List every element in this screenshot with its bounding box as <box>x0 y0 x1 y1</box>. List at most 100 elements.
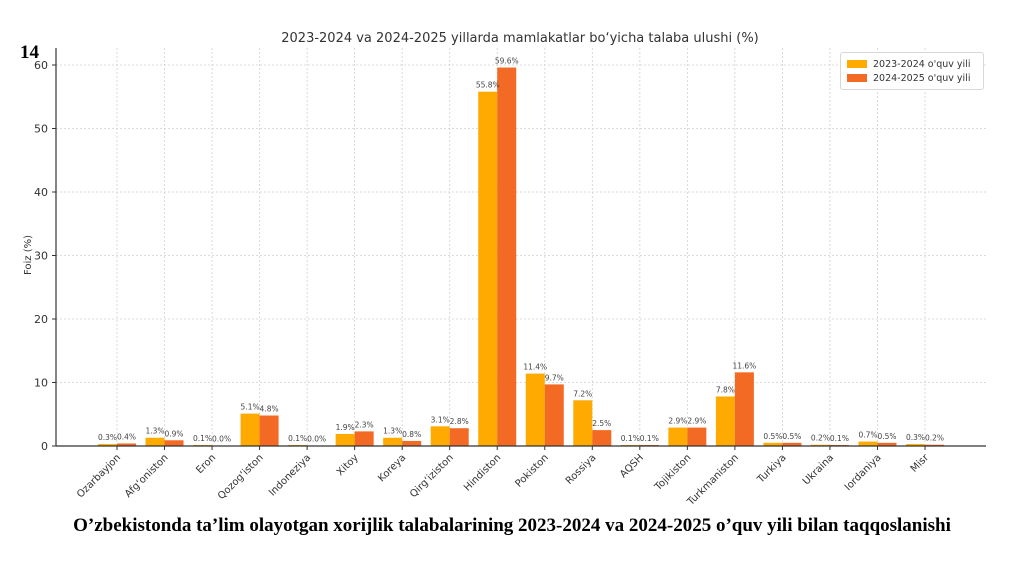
data-label: 0.2% <box>925 434 944 443</box>
bar-2024-2025 <box>877 442 897 446</box>
y-tick-label: 30 <box>34 250 48 263</box>
legend-item: 2023-2024 o'quv yili <box>847 57 970 71</box>
data-label: 2.9% <box>687 417 706 426</box>
y-tick-label: 60 <box>34 59 48 72</box>
bar-2023-2024 <box>98 444 117 446</box>
bar-2024-2025 <box>354 431 374 446</box>
x-tick-label: Qozog‘iston <box>216 452 266 502</box>
bar-2024-2025 <box>782 442 802 446</box>
legend: 2023-2024 o'quv yili 2024-2025 o'quv yil… <box>840 52 984 90</box>
bar-2024-2025 <box>734 372 754 446</box>
legend-label: 2024-2025 o'quv yili <box>873 72 971 84</box>
data-label: 0.5% <box>782 432 801 441</box>
slide-number: 14 <box>20 42 39 63</box>
x-tick-label: Indoneziya <box>267 452 313 498</box>
legend-item: 2024-2025 o'quv yili <box>847 71 970 85</box>
data-label: 2.9% <box>668 417 687 426</box>
data-label: 1.3% <box>145 427 164 436</box>
data-label: 0.3% <box>906 433 925 442</box>
bar-2023-2024 <box>525 373 545 446</box>
data-label: 11.4% <box>523 363 547 372</box>
data-label: 0.1% <box>193 434 212 443</box>
data-label: 0.1% <box>640 434 659 443</box>
bar-2023-2024 <box>858 441 878 446</box>
data-label: 0.0% <box>307 435 326 444</box>
data-label: 0.1% <box>288 434 307 443</box>
bar-2023-2024 <box>145 437 165 446</box>
x-tick-label: Iordaniya <box>843 452 884 493</box>
y-axis-label: Foiz (%) <box>23 235 34 275</box>
bar-2024-2025 <box>164 440 184 446</box>
bar-2023-2024 <box>335 433 355 446</box>
x-tick-label: AQSH <box>618 452 646 480</box>
y-tick-label: 10 <box>34 377 48 390</box>
data-label: 2.5% <box>592 419 611 428</box>
legend-swatch-series2 <box>847 74 867 82</box>
data-label: 0.9% <box>164 429 183 438</box>
data-label: 0.4% <box>117 432 136 441</box>
data-label: 1.9% <box>336 423 355 432</box>
bar-2023-2024 <box>240 413 260 446</box>
y-tick-label: 0 <box>41 440 48 453</box>
data-label: 7.2% <box>573 389 592 398</box>
data-label: 0.0% <box>212 435 231 444</box>
data-label: 4.8% <box>260 405 279 414</box>
bar-2023-2024 <box>715 396 735 446</box>
x-tick-label: Qirg‘iziston <box>408 452 456 500</box>
y-tick-label: 50 <box>34 123 48 136</box>
data-label: 2.3% <box>355 420 374 429</box>
bar-2023-2024 <box>573 400 593 446</box>
data-label: 0.5% <box>763 432 782 441</box>
chart-title: 2023-2024 va 2024-2025 yillarda mamlakat… <box>281 31 759 46</box>
data-label: 5.1% <box>241 403 260 412</box>
bar-2024-2025 <box>117 443 136 446</box>
x-tick-label: Misr <box>909 452 932 475</box>
bar-2023-2024 <box>430 426 450 446</box>
slide-caption: O’zbekistonda ta’lim olayotgan xorijlik … <box>73 515 951 536</box>
data-label: 0.2% <box>811 434 830 443</box>
bar-2023-2024 <box>478 91 498 447</box>
bar-2024-2025 <box>592 430 612 446</box>
y-tick-label: 20 <box>34 313 48 326</box>
bar-2023-2024 <box>810 444 830 446</box>
bar-2023-2024 <box>383 437 403 446</box>
data-label: 59.6% <box>495 57 519 66</box>
x-tick-label: Afg‘oniston <box>123 452 171 500</box>
x-tick-label: Ukraina <box>801 452 836 487</box>
x-tick-label: Xitoy <box>335 452 361 478</box>
bar-2023-2024 <box>668 427 688 446</box>
legend-label: 2023-2024 o'quv yili <box>873 58 971 70</box>
data-label: 0.3% <box>98 433 117 442</box>
data-label: 7.8% <box>716 385 735 394</box>
bar-2024-2025 <box>925 444 944 446</box>
x-tick-label: Rossiya <box>564 452 599 487</box>
legend-swatch-series1 <box>847 60 867 68</box>
data-label: 0.1% <box>830 434 849 443</box>
x-tick-label: Pokiston <box>513 452 550 489</box>
data-label: 0.8% <box>402 430 421 439</box>
x-tick-label: Koreya <box>376 452 408 484</box>
data-label: 0.1% <box>621 434 640 443</box>
y-tick-label: 40 <box>34 186 48 199</box>
data-label: 3.1% <box>431 415 450 424</box>
data-label: 0.5% <box>877 432 896 441</box>
bars <box>98 67 944 447</box>
x-tick-label: Turkiya <box>755 452 789 486</box>
bar-2024-2025 <box>259 415 279 446</box>
data-label: 9.7% <box>545 373 564 382</box>
bar-2023-2024 <box>763 442 783 446</box>
bar-2024-2025 <box>497 67 517 446</box>
x-tick-label: Tojikiston <box>652 452 693 493</box>
bar-2024-2025 <box>402 440 422 446</box>
data-label: 2.8% <box>450 417 469 426</box>
x-tick-label: Hindiston <box>462 452 503 493</box>
grid <box>56 48 986 446</box>
data-labels: 0.3% 1.3% 0.1% 5.1% 0.1% 1.9% 1.3% 3.1% 55.8% 11.… <box>98 57 944 444</box>
bar-2024-2025 <box>544 384 564 446</box>
bar-chart: 0.3% 1.3% 0.1% 5.1% 0.1% 1.9% 1.3% 3.1% 55.8% 11.… <box>23 31 986 508</box>
bar-2024-2025 <box>687 427 707 446</box>
data-label: 11.6% <box>732 361 756 370</box>
x-tick-label: Ozarbayjon <box>75 452 123 500</box>
data-label: 1.3% <box>383 427 402 436</box>
data-label: 0.7% <box>858 431 877 440</box>
